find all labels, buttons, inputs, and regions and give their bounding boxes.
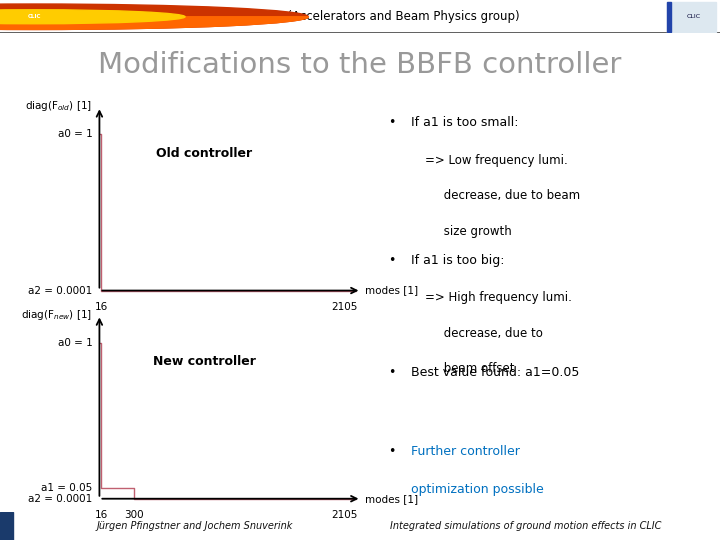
Text: •: •	[388, 254, 395, 267]
Text: Jürgen Pfingstner and Jochem Snuverink: Jürgen Pfingstner and Jochem Snuverink	[96, 521, 292, 531]
Text: If a1 is too small:: If a1 is too small:	[411, 117, 519, 130]
Text: size growth: size growth	[425, 225, 511, 238]
Text: modes [1]: modes [1]	[365, 286, 418, 295]
Circle shape	[0, 4, 308, 30]
Text: decrease, due to beam: decrease, due to beam	[425, 189, 580, 202]
Text: •: •	[388, 117, 395, 130]
Text: Best value found: a1=0.05: Best value found: a1=0.05	[411, 366, 580, 379]
Text: Further controller: Further controller	[411, 446, 521, 458]
Text: CERN, BE-ABP (Accelerators and Beam Physics group): CERN, BE-ABP (Accelerators and Beam Phys…	[201, 10, 519, 23]
Text: •: •	[388, 366, 395, 379]
Text: CLIC: CLIC	[686, 14, 701, 18]
Circle shape	[0, 10, 185, 24]
Text: Old controller: Old controller	[156, 147, 252, 160]
Text: 16: 16	[94, 302, 108, 312]
Text: 2105: 2105	[331, 510, 358, 521]
FancyBboxPatch shape	[0, 512, 13, 540]
Text: a2 = 0.0001: a2 = 0.0001	[28, 286, 92, 295]
Wedge shape	[0, 17, 308, 30]
Text: CLIC: CLIC	[28, 14, 41, 19]
Text: Modifications to the BBFB controller: Modifications to the BBFB controller	[99, 51, 621, 78]
Text: •: •	[388, 446, 395, 458]
Text: decrease, due to: decrease, due to	[425, 327, 543, 340]
FancyBboxPatch shape	[667, 2, 716, 32]
Text: a0 = 1: a0 = 1	[58, 130, 92, 139]
Text: diag(F$_{old}$) [1]: diag(F$_{old}$) [1]	[25, 99, 92, 113]
Text: 2105: 2105	[331, 302, 358, 312]
Text: a0 = 1: a0 = 1	[58, 338, 92, 348]
Text: 16: 16	[94, 510, 108, 521]
Text: Integrated simulations of ground motion effects in CLIC: Integrated simulations of ground motion …	[390, 521, 661, 531]
Text: => Low frequency lumi.: => Low frequency lumi.	[425, 154, 567, 167]
Text: a1 = 0.05: a1 = 0.05	[41, 483, 92, 493]
Text: optimization possible: optimization possible	[411, 483, 544, 496]
Text: New controller: New controller	[153, 355, 256, 368]
Text: => High frequency lumi.: => High frequency lumi.	[425, 291, 572, 304]
Text: 300: 300	[125, 510, 144, 521]
Text: modes [1]: modes [1]	[365, 494, 418, 504]
Text: diag(F$_{new}$) [1]: diag(F$_{new}$) [1]	[22, 308, 92, 321]
Text: beam offset: beam offset	[425, 362, 514, 375]
Text: a2 = 0.0001: a2 = 0.0001	[28, 494, 92, 504]
Text: If a1 is too big:: If a1 is too big:	[411, 254, 505, 267]
FancyBboxPatch shape	[667, 2, 671, 32]
